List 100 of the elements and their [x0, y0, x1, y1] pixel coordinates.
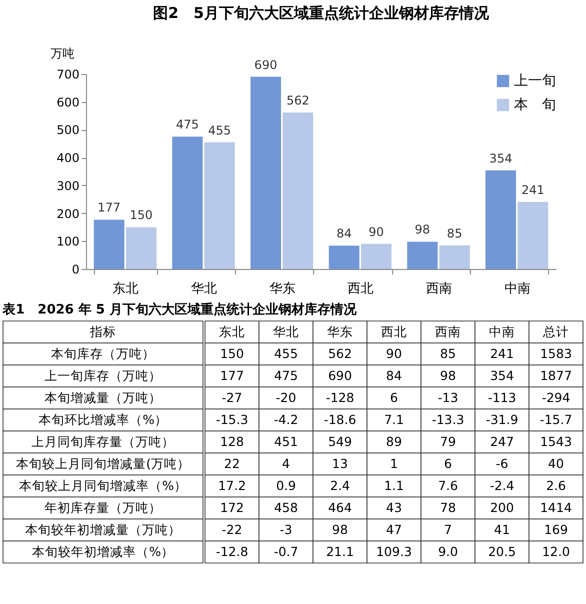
data-label: -4.2: [274, 412, 298, 427]
bar: [407, 242, 438, 269]
data-label: -13.3: [432, 412, 464, 427]
y-tick-label: 400: [56, 151, 80, 166]
data-label: -15.3: [216, 412, 248, 427]
data-label: 90: [386, 346, 402, 361]
category-label: 华北: [273, 324, 299, 339]
bar: [439, 245, 470, 269]
bar: [328, 246, 360, 269]
data-label: 1.1: [384, 478, 404, 493]
data-label: 12.0: [542, 544, 570, 559]
data-label: -113: [488, 390, 516, 405]
bar: [204, 142, 235, 269]
bar: [360, 244, 392, 269]
data-label: 169: [544, 522, 568, 537]
text: 本旬较年初增减率（%）: [32, 544, 174, 559]
x-tick-label: 西北: [348, 282, 374, 296]
y-tick-label: 100: [56, 234, 80, 249]
data-label: 1: [390, 456, 398, 471]
legend-label: 本 旬: [514, 97, 556, 113]
y-tick-label: 300: [56, 178, 80, 193]
category-label: 华东: [327, 324, 353, 339]
data-label: 177: [220, 368, 244, 383]
y-axis-title: 万吨: [50, 46, 74, 60]
x-tick-label: 中南: [504, 282, 530, 296]
data-label: 1543: [540, 434, 572, 449]
bar: [282, 112, 314, 269]
data-label: -31.9: [486, 412, 518, 427]
data-label: 150: [130, 208, 153, 222]
x-tick-label: 东北: [112, 282, 139, 296]
data-label: 98: [440, 368, 456, 383]
data-label: 84: [336, 226, 352, 241]
data-label: 22: [224, 456, 240, 471]
data-label: 241: [490, 346, 514, 361]
data-label: 1877: [540, 368, 572, 383]
data-label: 6: [390, 390, 398, 405]
chart-title: 图2 5月下旬六大区域重点统计企业钢材库存情况: [153, 4, 490, 22]
data-label: 150: [220, 346, 244, 361]
data-label: -3: [280, 522, 292, 537]
x-tick-label: 华北: [191, 282, 217, 296]
data-label: 17.2: [218, 478, 246, 493]
data-label: 549: [328, 434, 352, 449]
data-label: 9.0: [438, 544, 458, 559]
data-label: 354: [489, 151, 512, 166]
bar: [126, 227, 156, 269]
data-label: 455: [208, 123, 232, 138]
y-tick-label: 600: [56, 95, 80, 110]
data-label: 13: [332, 456, 348, 471]
series-label: 本旬较上月同旬增减率（%）: [19, 478, 187, 493]
category-label: 中南: [489, 324, 515, 339]
data-label: 464: [328, 500, 352, 515]
data-label: -18.6: [324, 412, 356, 427]
data-label: 21.1: [326, 544, 354, 559]
data-label: 20.5: [488, 544, 516, 559]
data-label: -128: [326, 390, 354, 405]
data-label: 247: [490, 434, 514, 449]
text: 本旬环比增减率（%）: [38, 412, 168, 427]
data-label: 172: [220, 500, 244, 515]
data-label: -15.7: [540, 412, 572, 427]
series-label: 本旬较上月同旬增减量(万吨）: [16, 456, 190, 471]
text: 指标: [89, 324, 116, 339]
data-label: 79: [440, 434, 456, 449]
bar: [172, 136, 203, 269]
data-label: 451: [274, 434, 298, 449]
bar: [518, 202, 548, 269]
data-label: 690: [254, 58, 278, 72]
data-label: 78: [440, 500, 456, 515]
data-label: 562: [286, 93, 310, 108]
data-label: 475: [274, 368, 298, 383]
y-tick-label: 500: [56, 123, 80, 138]
data-label: -22: [222, 522, 242, 537]
data-label: 40: [548, 456, 564, 471]
bar: [250, 76, 282, 269]
y-tick-label: 700: [56, 68, 80, 82]
data-label: 85: [440, 346, 456, 361]
data-label: 0.9: [276, 478, 296, 493]
text: 年初库存量（万吨）: [44, 500, 162, 515]
series-label: 本旬较年初增减量（万吨）: [25, 522, 181, 537]
data-label: 98: [332, 522, 348, 537]
x-tick-label: 西南: [426, 282, 452, 296]
data-label: 1583: [540, 346, 572, 361]
x-tick-label: 华东: [269, 282, 296, 296]
data-label: -13: [438, 390, 458, 405]
data-label: -6: [496, 456, 508, 471]
data-label: 1414: [540, 500, 572, 515]
data-label: 475: [176, 118, 199, 132]
data-label: -20: [276, 390, 296, 405]
data-label: 128: [220, 434, 244, 449]
text: 上月同旬库存量（万吨）: [32, 434, 174, 449]
data-label: -12.8: [216, 544, 248, 559]
data-label: 200: [490, 500, 514, 515]
text: 本旬增减量（万吨）: [44, 390, 162, 405]
data-label: -2.4: [490, 478, 514, 493]
y-tick-label: 0: [72, 262, 80, 276]
text: 本旬库存（万吨）: [51, 346, 155, 361]
y-tick-label: 200: [56, 206, 80, 221]
data-label: 458: [274, 500, 298, 515]
category-label: 西南: [435, 324, 461, 339]
data-label: 6: [444, 456, 452, 471]
data-label: 7.6: [438, 478, 458, 493]
